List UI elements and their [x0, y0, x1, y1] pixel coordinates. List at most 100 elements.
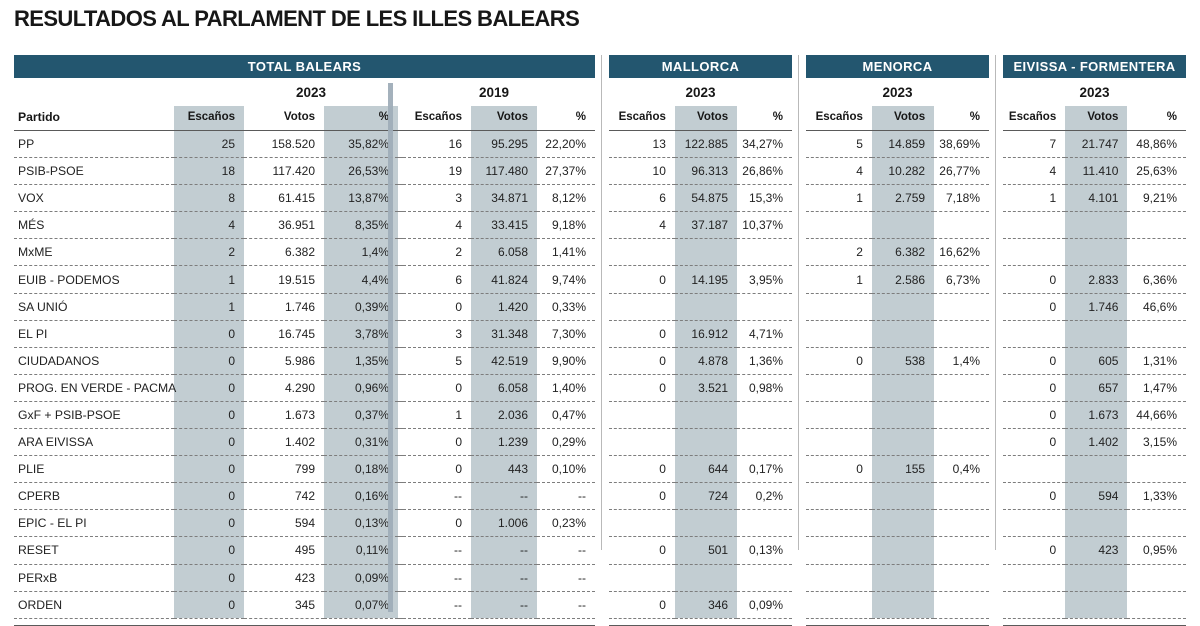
- seats-2019: 2: [403, 238, 471, 267]
- votes: [674, 401, 738, 430]
- table-row: EUIB - PODEMOS 1 19.515 4,4% 6 41.824 9,74%: [14, 265, 595, 294]
- col-header-pct-2023: %: [324, 106, 398, 131]
- seats: 0: [1003, 265, 1066, 294]
- seats: 13: [609, 130, 675, 159]
- pct-2019: 22,20%: [537, 130, 595, 159]
- pct: 1,36%: [737, 347, 792, 375]
- pct-2019: 7,30%: [537, 320, 595, 348]
- table-row: 0 3.521 0,98%: [609, 374, 792, 402]
- table-row: 0 346 0,09%: [609, 591, 792, 619]
- pct-2019: 0,47%: [537, 401, 595, 430]
- table-row: [609, 238, 792, 267]
- votes-2019: 33.415: [471, 211, 537, 240]
- col-header-votes: Votos: [1065, 106, 1128, 131]
- seats-2019: 6: [403, 265, 471, 294]
- party-name: ORDEN: [14, 591, 174, 619]
- table-row: 7 21.747 48,86%: [1003, 130, 1186, 159]
- table-row: PROG. EN VERDE - PACMA 0 4.290 0,96% 0 6.058 1…: [14, 374, 595, 402]
- votes: 657: [1065, 374, 1128, 402]
- votes: [1065, 238, 1128, 267]
- spacer-cell: [398, 455, 403, 484]
- votes-2023: 6.382: [244, 238, 324, 267]
- seats-2019: 0: [403, 428, 471, 457]
- pct-2019: 0,29%: [537, 428, 595, 457]
- pct-2019: 9,18%: [537, 211, 595, 240]
- col-header-votes: Votos: [871, 106, 935, 131]
- col-header-pct: %: [737, 106, 792, 131]
- col-header-seats-2019: Escaños: [403, 106, 471, 131]
- pct: [934, 482, 989, 511]
- pct-2019: 1,41%: [537, 238, 595, 267]
- table-row: [609, 401, 792, 430]
- votes: [871, 374, 935, 402]
- votes: [674, 428, 738, 457]
- votes: 4.101: [1065, 184, 1128, 213]
- votes: 6.382: [871, 238, 935, 267]
- table-mallorca: Escaños Votos % 13 122.885 34,27% 10 96.313 2…: [609, 106, 792, 619]
- votes: [1065, 509, 1128, 538]
- table-row: PP 25 158.520 35,82% 16 95.295 22,20%: [14, 130, 595, 159]
- pct-2023: 0,31%: [324, 428, 398, 457]
- votes-2019: 1.239: [471, 428, 537, 457]
- pct-2023: 1,35%: [324, 347, 398, 375]
- votes: 4.878: [674, 347, 738, 375]
- panel-separator-2: [792, 55, 806, 550]
- pct: 1,47%: [1127, 374, 1186, 402]
- pct-2023: 0,96%: [324, 374, 398, 402]
- seats: [806, 293, 872, 321]
- spacer-cell: [398, 157, 403, 186]
- spacer-cell: [398, 536, 403, 565]
- spacer-cell: [398, 509, 403, 538]
- col-header-votes-2023: Votos: [244, 106, 324, 131]
- seats: 0: [806, 455, 872, 484]
- pct: 4,71%: [737, 320, 792, 348]
- table-row: [806, 374, 989, 402]
- votes: 2.759: [871, 184, 935, 213]
- seats-2019: 0: [403, 509, 471, 538]
- pct: [934, 320, 989, 348]
- votes-2019: 1.006: [471, 509, 537, 538]
- votes-2019: 2.036: [471, 401, 537, 430]
- table-row: [1003, 455, 1186, 484]
- votes-2023: 742: [244, 482, 324, 511]
- seats-2019: 19: [403, 157, 471, 186]
- pct: 6,36%: [1127, 265, 1186, 294]
- votes-2019: --: [471, 482, 537, 511]
- votes-2019: 95.295: [471, 130, 537, 159]
- seats-2019: 3: [403, 320, 471, 348]
- spacer-cell: [398, 130, 403, 159]
- pct: 0,09%: [737, 591, 792, 619]
- pct: [737, 238, 792, 267]
- votes: [871, 564, 935, 592]
- party-name: MÉS: [14, 211, 174, 240]
- col-header-seats: Escaños: [609, 106, 675, 131]
- table-row: ARA EIVISSA 0 1.402 0,31% 0 1.239 0,29%: [14, 428, 595, 457]
- pct-2023: 0,39%: [324, 293, 398, 321]
- table-header-row: Partido Escaños Votos % Escaños Votos %: [14, 106, 595, 131]
- banner-eivissa-formentera: EIVISSA - FORMENTERA: [1003, 55, 1186, 78]
- seats-2023: 0: [174, 564, 244, 592]
- seats: [1003, 564, 1066, 592]
- seats-2023: 0: [174, 591, 244, 619]
- pct-2023: 1,4%: [324, 238, 398, 267]
- pct: 0,4%: [934, 455, 989, 484]
- seats: 2: [806, 238, 872, 267]
- table-row: 13 122.885 34,27%: [609, 130, 792, 159]
- votes: 2.586: [871, 265, 935, 294]
- votes: [871, 293, 935, 321]
- table-row: 0 4.878 1,36%: [609, 347, 792, 375]
- votes: 11.410: [1065, 157, 1128, 186]
- votes-2019: 31.348: [471, 320, 537, 348]
- table-row: EL PI 0 16.745 3,78% 3 31.348 7,30%: [14, 320, 595, 348]
- seats-2019: 0: [403, 455, 471, 484]
- year-label-2019: 2019: [478, 84, 510, 100]
- pct: 44,66%: [1127, 401, 1186, 430]
- votes: [871, 591, 935, 619]
- seats-2023: 2: [174, 238, 244, 267]
- pct: [1127, 509, 1186, 538]
- pct: [934, 509, 989, 538]
- seats: [806, 509, 872, 538]
- year-label-2023: 2023: [295, 84, 327, 100]
- pct-2023: 0,16%: [324, 482, 398, 511]
- votes-2019: 42.519: [471, 347, 537, 375]
